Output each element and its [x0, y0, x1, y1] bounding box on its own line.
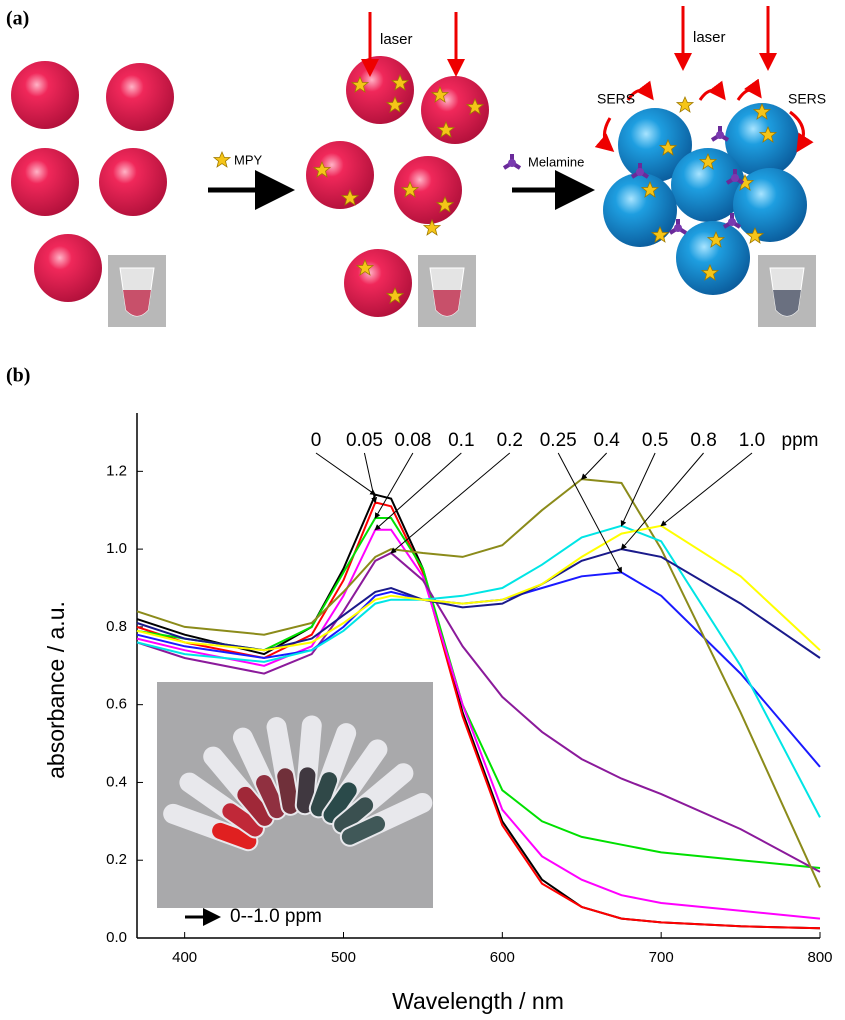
vial-liquid — [305, 775, 308, 805]
label-arrow — [375, 453, 413, 518]
y-tick-label: 1.2 — [106, 462, 127, 479]
concentration-label: 0.4 — [593, 430, 620, 451]
spectrum-line — [137, 549, 820, 658]
inset-photo — [157, 682, 433, 917]
label-arrow — [661, 453, 752, 526]
concentration-label: 0.1 — [448, 430, 474, 451]
inset-caption: 0--1.0 ppm — [230, 906, 322, 927]
y-axis-label: absorbance / a.u. — [43, 601, 69, 779]
x-tick-label: 600 — [490, 949, 515, 966]
y-tick-label: 1.0 — [106, 540, 127, 557]
label-arrow — [364, 453, 375, 502]
concentration-label: 0.2 — [497, 430, 523, 451]
x-tick-label: 700 — [649, 949, 674, 966]
label-arrow — [391, 453, 510, 553]
unit-label: ppm — [782, 430, 819, 451]
tube-photo — [108, 255, 166, 327]
y-tick-label: 0.2 — [106, 851, 127, 868]
x-tick-label: 400 — [172, 949, 197, 966]
y-tick-label: 0.6 — [106, 696, 127, 713]
vial-liquid — [285, 776, 290, 806]
tube-photo — [758, 255, 816, 327]
concentration-label: 0.05 — [346, 430, 383, 451]
tube-photo — [418, 255, 476, 327]
panel-label: (b) — [6, 365, 30, 387]
x-axis-label: Wavelength / nm — [392, 988, 564, 1014]
mpy-icon — [214, 152, 230, 167]
label-arrow — [375, 453, 461, 530]
concentration-label: 0.08 — [394, 430, 431, 451]
concentration-label: 0.5 — [642, 430, 668, 451]
sers-label: SERS — [788, 91, 826, 107]
laser-label: laser — [380, 31, 413, 48]
concentration-label: 1.0 — [739, 430, 765, 451]
panel-a: (a) MPY lase — [6, 6, 826, 327]
y-tick-label: 0.4 — [106, 773, 127, 790]
x-tick-label: 800 — [807, 949, 832, 966]
reagent-label: Melamine — [528, 154, 584, 169]
y-tick-label: 0.8 — [106, 618, 127, 635]
label-arrow — [582, 453, 607, 479]
panel-label: (a) — [6, 8, 29, 30]
figure: (a) MPY lase — [0, 0, 845, 1020]
concentration-label: 0 — [311, 430, 322, 451]
laser-label: laser — [693, 29, 726, 46]
concentration-label: 0.8 — [690, 430, 716, 451]
label-arrow — [316, 453, 375, 495]
melamine-icon — [504, 154, 520, 168]
concentration-label: 0.25 — [540, 430, 577, 451]
x-tick-label: 500 — [331, 949, 356, 966]
reagent-label: MPY — [234, 152, 263, 167]
sers-label: SERS — [597, 91, 635, 107]
y-tick-label: 0.0 — [106, 929, 127, 946]
